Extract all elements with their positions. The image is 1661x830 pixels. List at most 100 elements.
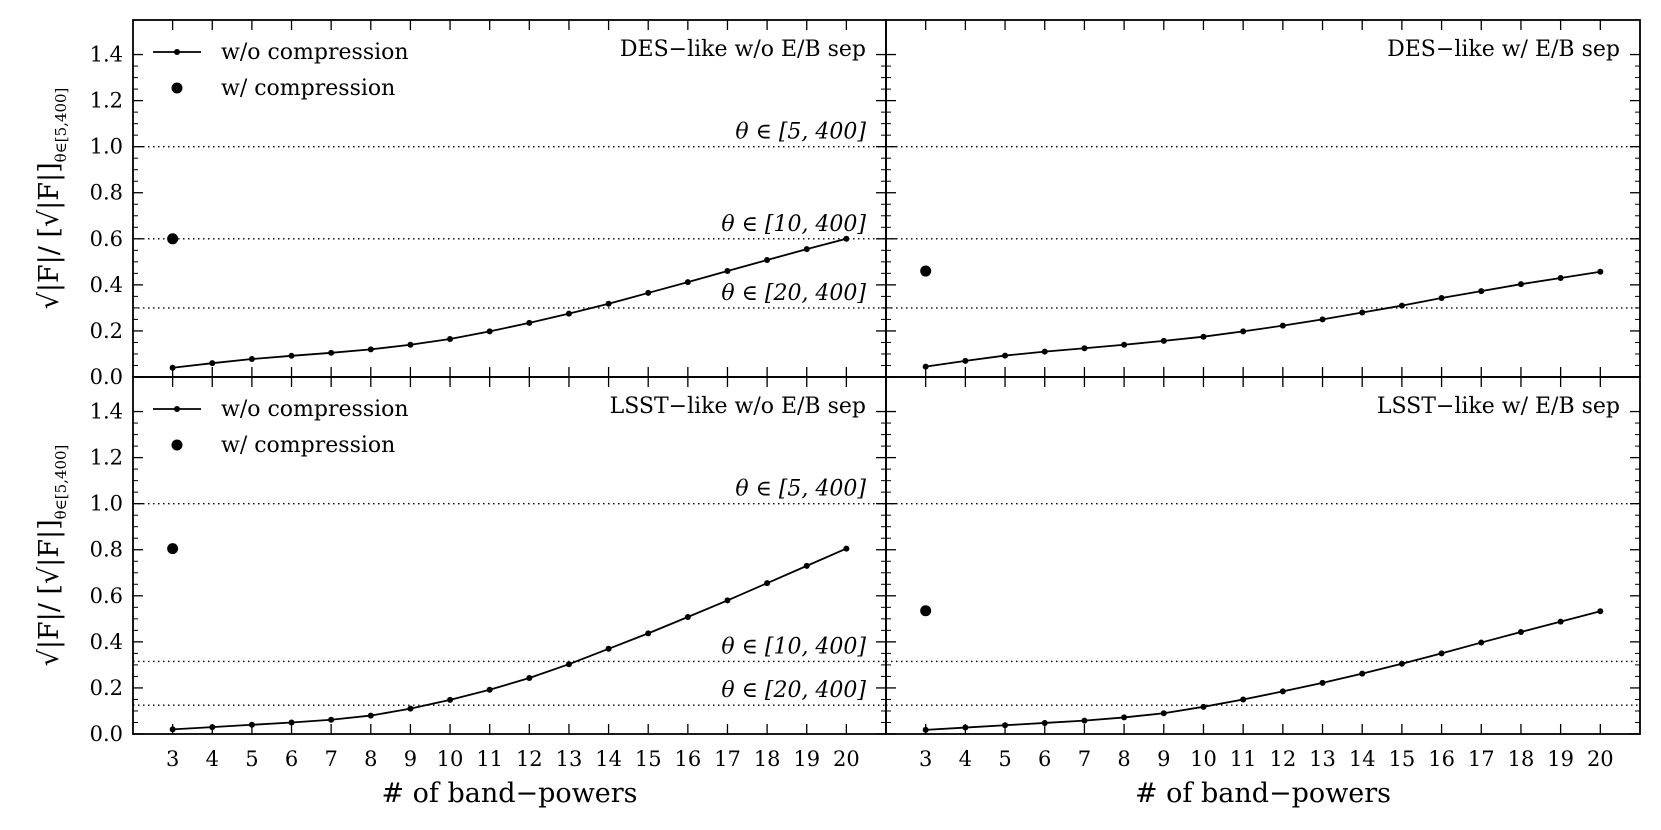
data-point-wo-compression <box>447 696 454 703</box>
data-point-wo-compression <box>169 726 176 733</box>
data-point-wo-compression <box>764 256 771 263</box>
x-tick-label: 4 <box>206 747 219 771</box>
x-tick-label: 13 <box>1309 747 1336 771</box>
panel-title: DES−like w/ E/B sep <box>1387 37 1620 62</box>
ref-line-label-2: θ ∈ [20, 400] <box>721 678 866 703</box>
y-tick-label: 0.0 <box>90 365 123 389</box>
data-point-wo-compression <box>1279 688 1286 695</box>
plot-frame <box>885 376 1641 735</box>
data-point-wo-compression <box>1359 670 1366 677</box>
data-point-wo-compression <box>1398 302 1405 309</box>
data-point-wo-compression <box>1081 717 1088 724</box>
x-tick-label: 4 <box>959 747 972 771</box>
ref-line-label-1: θ ∈ [10, 400] <box>721 634 866 659</box>
y-axis-label: √|F|/ [√|F|]θ∈[5,400] <box>34 445 70 667</box>
panel-des-eb: DES−like w/ E/B sep <box>885 19 1641 378</box>
data-point-wo-compression <box>367 346 374 353</box>
data-point-w-compression <box>167 543 179 555</box>
data-point-wo-compression <box>1478 288 1485 295</box>
plot-frame <box>132 19 887 378</box>
x-tick-label: 16 <box>1428 747 1455 771</box>
panel-title: LSST−like w/ E/B sep <box>1377 394 1620 419</box>
legend-line-dot <box>174 406 180 412</box>
data-point-wo-compression <box>1319 316 1326 323</box>
x-tick-label: 19 <box>1547 747 1574 771</box>
data-point-wo-compression <box>1359 309 1366 316</box>
y-tick-label: 1.0 <box>90 135 123 159</box>
data-point-wo-compression <box>1041 348 1048 355</box>
data-point-wo-compression <box>447 335 454 342</box>
data-point-wo-compression <box>209 724 216 731</box>
panel-des-no-eb: θ ∈ [5, 400] θ ∈ [10, 400] θ ∈ [20, 400] 0.… <box>34 19 887 389</box>
x-tick-label: 10 <box>437 747 464 771</box>
data-point-wo-compression <box>1478 639 1485 646</box>
data-point-wo-compression <box>1438 650 1445 657</box>
data-point-wo-compression <box>962 357 969 364</box>
x-tick-label: 12 <box>516 747 543 771</box>
data-point-wo-compression <box>1160 337 1167 344</box>
x-tick-label: 3 <box>166 747 179 771</box>
data-point-w-compression <box>920 265 932 277</box>
y-tick-label: 1.4 <box>90 43 123 67</box>
data-point-wo-compression <box>724 268 731 275</box>
x-tick-label: 15 <box>1389 747 1416 771</box>
data-point-wo-compression <box>1398 660 1405 667</box>
data-point-wo-compression <box>565 310 572 317</box>
y-tick-label: 0.8 <box>90 181 123 205</box>
data-point-wo-compression <box>1121 341 1128 348</box>
data-point-wo-compression <box>248 721 255 728</box>
x-tick-label: 3 <box>919 747 932 771</box>
series-line-wo-compression <box>172 237 847 369</box>
x-tick-label: 11 <box>476 747 503 771</box>
x-tick-label: 5 <box>998 747 1011 771</box>
data-point-wo-compression <box>1279 322 1286 329</box>
y-axis-label-subscript: θ∈[5,400] <box>52 88 70 163</box>
x-tick-label: 15 <box>635 747 662 771</box>
y-tick-label: 0.2 <box>90 676 123 700</box>
data-point-wo-compression <box>1002 352 1009 359</box>
data-point-wo-compression <box>605 645 612 652</box>
ref-line-label-1: θ ∈ [10, 400] <box>721 212 866 237</box>
data-point-wo-compression <box>645 289 652 296</box>
x-tick-label: 7 <box>324 747 337 771</box>
data-point-wo-compression <box>1121 714 1128 721</box>
x-tick-label: 14 <box>1349 747 1376 771</box>
data-point-wo-compression <box>803 562 810 569</box>
legend-dot-marker <box>171 439 183 451</box>
x-tick-label: 9 <box>404 747 417 771</box>
data-point-wo-compression <box>486 686 493 693</box>
x-tick-label: 16 <box>674 747 701 771</box>
data-point-wo-compression <box>169 364 176 371</box>
data-point-wo-compression <box>526 319 533 326</box>
x-tick-label: 17 <box>1468 747 1495 771</box>
legend-label-w-compression: w/ compression <box>221 433 395 458</box>
data-point-wo-compression <box>1240 696 1247 703</box>
y-tick-label: 0.4 <box>90 630 123 654</box>
y-tick-label: 0.4 <box>90 273 123 297</box>
x-tick-label: 6 <box>1038 747 1051 771</box>
x-tick-label: 19 <box>793 747 820 771</box>
x-tick-label: 5 <box>245 747 258 771</box>
legend-line-dot <box>174 49 180 55</box>
data-point-wo-compression <box>962 724 969 731</box>
data-point-wo-compression <box>328 716 335 723</box>
data-point-w-compression <box>920 605 932 617</box>
data-point-wo-compression <box>328 349 335 356</box>
y-tick-label: 0.6 <box>90 584 123 608</box>
data-point-wo-compression <box>1438 294 1445 301</box>
data-point-wo-compression <box>209 360 216 367</box>
x-tick-label: 11 <box>1230 747 1257 771</box>
x-tick-label: 12 <box>1269 747 1296 771</box>
data-point-wo-compression <box>1319 679 1326 686</box>
y-tick-label: 0.8 <box>90 538 123 562</box>
y-tick-label: 1.4 <box>90 400 123 424</box>
data-point-wo-compression <box>724 597 731 604</box>
data-point-wo-compression <box>1041 719 1048 726</box>
data-point-wo-compression <box>1081 345 1088 352</box>
legend-label-w-compression: w/ compression <box>221 76 395 101</box>
data-point-wo-compression <box>684 613 691 620</box>
x-tick-label: 18 <box>754 747 781 771</box>
y-tick-label: 0.2 <box>90 319 123 343</box>
panel-title: DES−like w/o E/B sep <box>620 37 866 62</box>
